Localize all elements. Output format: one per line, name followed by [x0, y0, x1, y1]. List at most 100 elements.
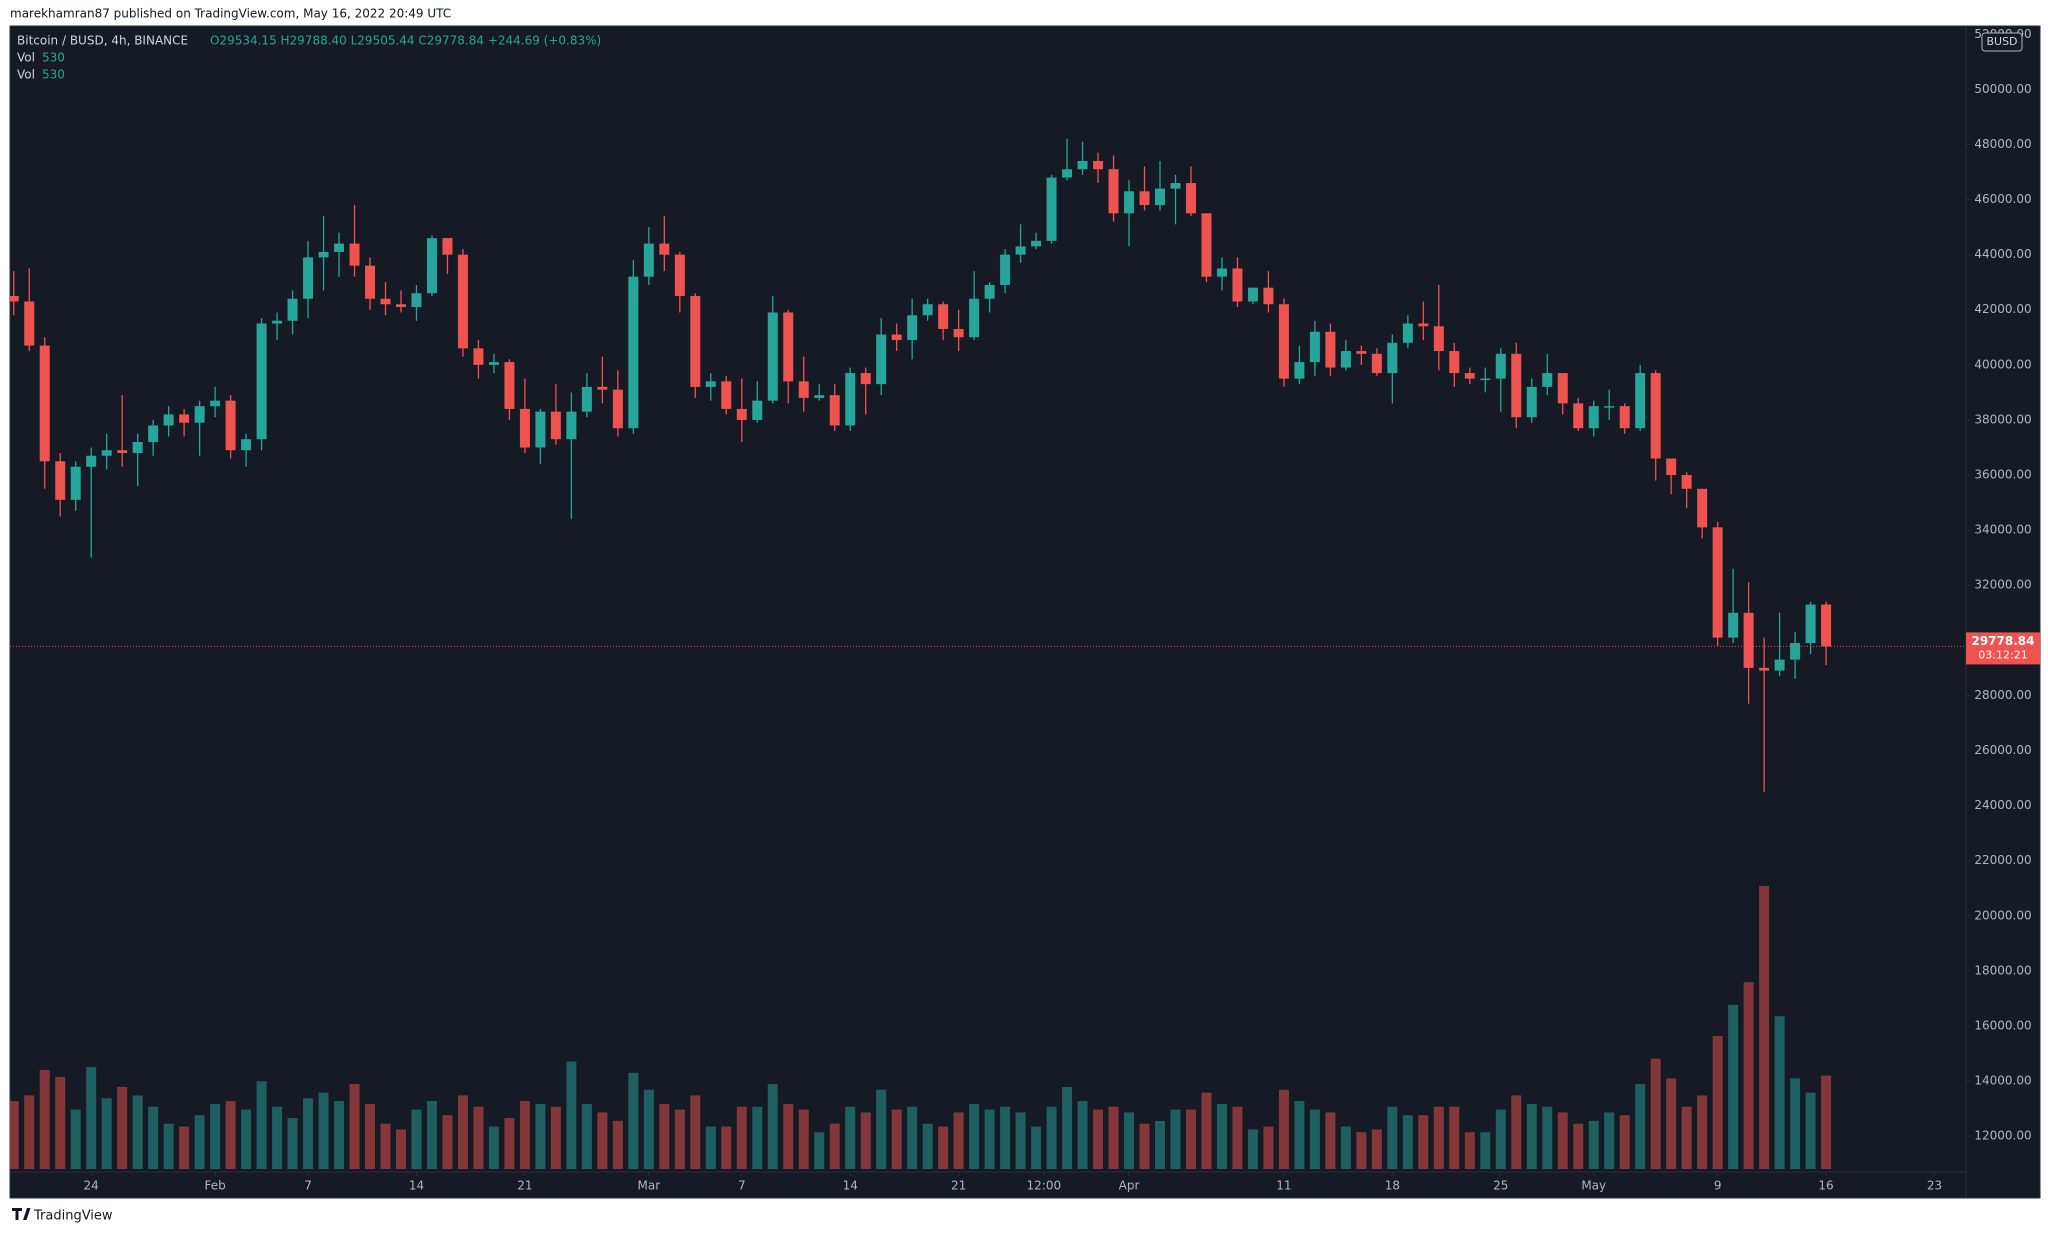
candle-body — [1108, 169, 1119, 214]
volume-bar — [55, 1077, 66, 1169]
candle-body — [1185, 183, 1196, 214]
candle-body — [1247, 287, 1258, 302]
candle-body — [241, 439, 252, 451]
volume-bar — [953, 1112, 964, 1169]
candle-body — [365, 265, 376, 299]
volume-bar — [1185, 1109, 1196, 1169]
volume-bar — [241, 1109, 252, 1169]
volume-legend-name: Vol — [17, 68, 35, 82]
volume-bar — [1449, 1106, 1460, 1169]
candle-body — [303, 257, 314, 299]
symbol-title: Bitcoin / BUSD, 4h, BINANCE — [17, 34, 188, 48]
x-tick-label: 7 — [304, 1179, 312, 1193]
last-price-label: 29778.84 — [1971, 634, 2034, 648]
volume-bar — [1774, 1016, 1785, 1169]
volume-bar — [504, 1118, 515, 1169]
volume-bar — [1278, 1089, 1289, 1169]
volume-legend-value: 530 — [42, 51, 65, 65]
candle-body — [1526, 386, 1537, 418]
candle-body — [1000, 254, 1011, 285]
candle-body — [1402, 323, 1413, 343]
candle-body — [705, 381, 716, 387]
volume-bar — [1650, 1058, 1661, 1169]
y-tick-label: 44000.00 — [1974, 247, 2031, 261]
last-price-tag — [1966, 632, 2040, 665]
candle-body — [1666, 458, 1677, 476]
volume-bar — [829, 1123, 840, 1169]
volume-bar — [1697, 1095, 1708, 1169]
volume-bar — [303, 1098, 314, 1169]
volume-bar — [1155, 1120, 1166, 1169]
candle-body — [1743, 612, 1754, 668]
candle-body — [1495, 353, 1506, 379]
candle-body — [1062, 169, 1073, 178]
y-tick-label: 34000.00 — [1974, 523, 2031, 537]
candle-body — [1542, 373, 1553, 387]
candle-body — [10, 295, 19, 302]
volume-bar — [798, 1109, 809, 1169]
y-tick-label: 32000.00 — [1974, 578, 2031, 592]
candle-body — [721, 381, 732, 409]
candle-body — [24, 301, 35, 346]
candle-body — [953, 329, 964, 338]
y-tick-label: 42000.00 — [1974, 302, 2031, 316]
y-tick-label: 24000.00 — [1974, 798, 2031, 812]
candle-body — [349, 243, 360, 266]
y-tick-label: 36000.00 — [1974, 468, 2031, 482]
volume-bar — [225, 1101, 236, 1169]
x-tick-label: 21 — [517, 1179, 532, 1193]
x-tick-label: 18 — [1385, 1179, 1400, 1193]
y-tick-label: 48000.00 — [1974, 137, 2031, 151]
volume-bar — [1495, 1109, 1506, 1169]
volume-bar — [1201, 1092, 1212, 1169]
candle-body — [690, 295, 701, 387]
volume-bar — [70, 1109, 81, 1169]
volume-bar — [674, 1109, 685, 1169]
volume-bar — [1433, 1106, 1444, 1169]
y-tick-label: 18000.00 — [1974, 963, 2031, 977]
candle-body — [1356, 351, 1367, 354]
candle-body — [612, 389, 623, 429]
plot-area — [10, 138, 1832, 1169]
candle-body — [845, 373, 856, 426]
volume-bar — [1480, 1132, 1491, 1169]
volume-bar — [1139, 1123, 1150, 1169]
candle-body — [1387, 342, 1398, 374]
currency-label: BUSD — [1986, 35, 2017, 48]
y-tick-label: 40000.00 — [1974, 357, 2031, 371]
volume-bar — [845, 1106, 856, 1169]
candle-body — [1619, 406, 1630, 429]
volume-legend-name: Vol — [17, 51, 35, 65]
volume-bar — [1759, 886, 1770, 1169]
volume-bar — [1216, 1103, 1227, 1169]
x-tick-label: Apr — [1119, 1179, 1140, 1193]
candle-body — [1557, 373, 1568, 404]
volume-bar — [767, 1084, 778, 1169]
y-tick-label: 22000.00 — [1974, 853, 2031, 867]
y-tick-label: 28000.00 — [1974, 688, 2031, 702]
candle-body — [318, 251, 329, 258]
volume-bar — [1418, 1115, 1429, 1169]
candle-body — [1728, 612, 1739, 638]
candle-body — [1077, 160, 1088, 170]
candle-body — [550, 411, 561, 440]
volume-bar — [814, 1132, 825, 1169]
volume-bar — [1464, 1132, 1475, 1169]
candle-body — [148, 425, 159, 442]
candle-body — [287, 298, 298, 321]
candle-body — [395, 304, 406, 307]
volume-bar — [1232, 1106, 1243, 1169]
bar-countdown: 03:12:21 — [1978, 648, 2027, 661]
volume-bar — [876, 1089, 887, 1169]
x-tick-label: Feb — [204, 1179, 225, 1193]
y-tick-label: 14000.00 — [1974, 1074, 2031, 1088]
volume-bar — [1681, 1106, 1692, 1169]
candle-body — [1309, 331, 1320, 363]
x-tick-label: 16 — [1818, 1179, 1833, 1193]
candle-body — [504, 362, 515, 409]
candle-body — [194, 406, 205, 423]
volume-bar — [752, 1106, 763, 1169]
candle-body — [457, 254, 468, 349]
candle-body — [659, 243, 670, 255]
volume-bar — [101, 1098, 112, 1169]
